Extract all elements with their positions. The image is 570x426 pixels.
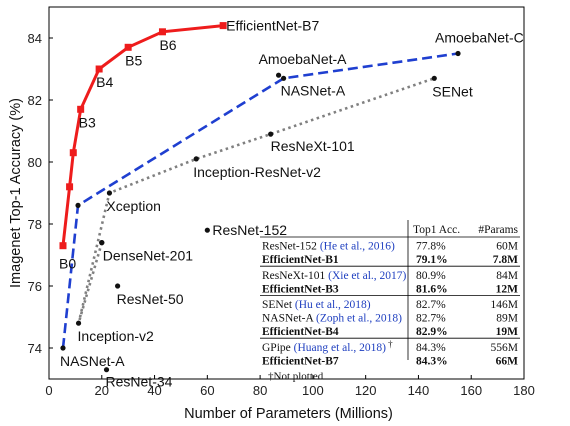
efficientnet-series-line [61,24,224,246]
point-label: DenseNet-201 [103,248,193,264]
point-label: Inception-ResNet-v2 [193,164,321,180]
point-labels: B0 B3 B4 B5 B6 EfficientNet-B7 NASNet-A NASNet-… [59,18,524,390]
table-row-acc: 81.6% [416,283,448,295]
point-label: Inception-v2 [78,328,154,344]
efficientnet-point [219,22,227,30]
table-row-params: 19M [496,326,519,338]
handcrafted-point [268,131,274,137]
point-label: B5 [125,52,142,68]
x-tick-label: 0 [45,383,52,398]
efficientnet-point [66,183,74,191]
table-row-acc: 79.1% [416,254,448,266]
point-label: B6 [159,37,176,53]
point-label: AmoebaNet-A [259,51,348,67]
table-row-params: 89M [496,313,518,325]
x-tick-label: 180 [513,383,535,398]
table-row-acc: 77.8% [416,241,446,253]
table-row-params: 84M [496,270,518,282]
point-label: NASNet-A [60,353,125,369]
table-row-name: EfficientNet-B1 [262,254,339,266]
x-tick-label: 160 [460,383,482,398]
table-row-name: ResNeXt-101 (Xie et al., 2017) [262,270,407,282]
table-footnote: †Not plotted [268,370,324,382]
table-row-params: 7.8M [493,254,518,266]
table-row-acc: 82.9% [416,326,448,338]
table-row-name: EfficientNet-B3 [262,283,339,295]
table-row-name: EfficientNet-B7 [262,355,339,367]
table-row-acc: 80.9% [416,270,446,282]
standalone-point [204,227,210,233]
table-row-acc: 84.3% [416,342,446,354]
x-tick-label: 20 [95,383,109,398]
y-tick-label: 84 [28,31,42,46]
handcrafted-point [431,75,437,81]
nas-point [75,202,81,208]
point-label: ResNet-50 [117,291,184,307]
point-label: SENet [432,83,473,99]
handcrafted-point [106,190,113,196]
y-tick-label: 76 [28,279,42,294]
nas-point [60,345,66,351]
nas-point [280,75,287,81]
plot-frame [48,6,525,380]
point-label: AmoebaNet-C [435,30,524,46]
point-label: NASNet-A [281,82,346,98]
y-axis-label: Imagenet Top-1 Accuracy (%) [8,98,24,288]
table-row-params: 66M [496,355,519,367]
handcrafted-point [193,156,199,162]
table-row-acc: 82.7% [416,299,446,311]
x-tick-label: 100 [302,383,324,398]
point-label: ResNet-34 [106,374,173,390]
efficientnet-point [77,105,85,113]
table-header-params: #Params [478,224,518,236]
table-header-acc: Top1 Acc. [413,224,460,236]
point-label: ResNet-152 [212,222,287,238]
y-tick-label: 82 [28,93,42,108]
comparison-table: Top1 Acc. #Params ResNet-152 (He et al., 2… [260,220,520,382]
y-tick-label: 78 [28,217,42,232]
table-row-params: 60M [496,241,518,253]
point-label: B4 [96,74,113,90]
axes: 0 20 40 60 80 100 120 140 160 180 74 76 78 80 82 84 Numb… [8,6,535,422]
table-row-name: ResNet-152 (He et al., 2016) [262,241,395,253]
efficientnet-point [95,65,103,73]
table-row-name: SENet (Hu et al., 2018) [262,299,371,311]
handcrafted-point [75,320,82,326]
y-tick-label: 74 [28,341,42,356]
table-row-acc: 82.7% [416,313,446,325]
handcrafted-series-line [77,77,435,324]
efficientnet-point [59,242,67,250]
series-lines [61,24,459,349]
point-label: B3 [79,114,96,130]
x-tick-label: 60 [200,383,214,398]
nas-series-line [61,52,459,349]
x-tick-label: 40 [147,383,161,398]
x-tick-label: 140 [408,383,430,398]
efficientnet-point [124,43,132,51]
x-tick-label: 80 [253,383,267,398]
table-row-params: 556M [491,342,518,354]
y-tick-label: 80 [28,155,42,170]
point-label: Xception [106,198,160,214]
standalone-point [99,240,105,246]
table-row-name: NASNet-A (Zoph et al., 2018) [262,313,402,325]
table-row-name: EfficientNet-B4 [262,326,339,338]
table-row-params: 12M [496,283,519,295]
standalone-point [115,283,121,289]
table-row-name: GPipe (Huang et al., 2018) † [262,339,393,354]
table-row-params: 146M [491,299,518,311]
nas-point [455,50,461,57]
x-tick-label: 120 [355,383,377,398]
standalone-point [103,367,110,373]
efficientnet-point [69,149,77,157]
data-points [59,22,461,373]
x-axis-label: Number of Parameters (Millions) [184,406,393,422]
point-label: B0 [59,256,76,272]
point-label: EfficientNet-B7 [226,18,319,34]
table-row-acc: 84.3% [416,355,448,367]
nas-point [275,72,282,78]
point-label: ResNeXt-101 [271,138,355,154]
efficientnet-point [158,28,166,36]
